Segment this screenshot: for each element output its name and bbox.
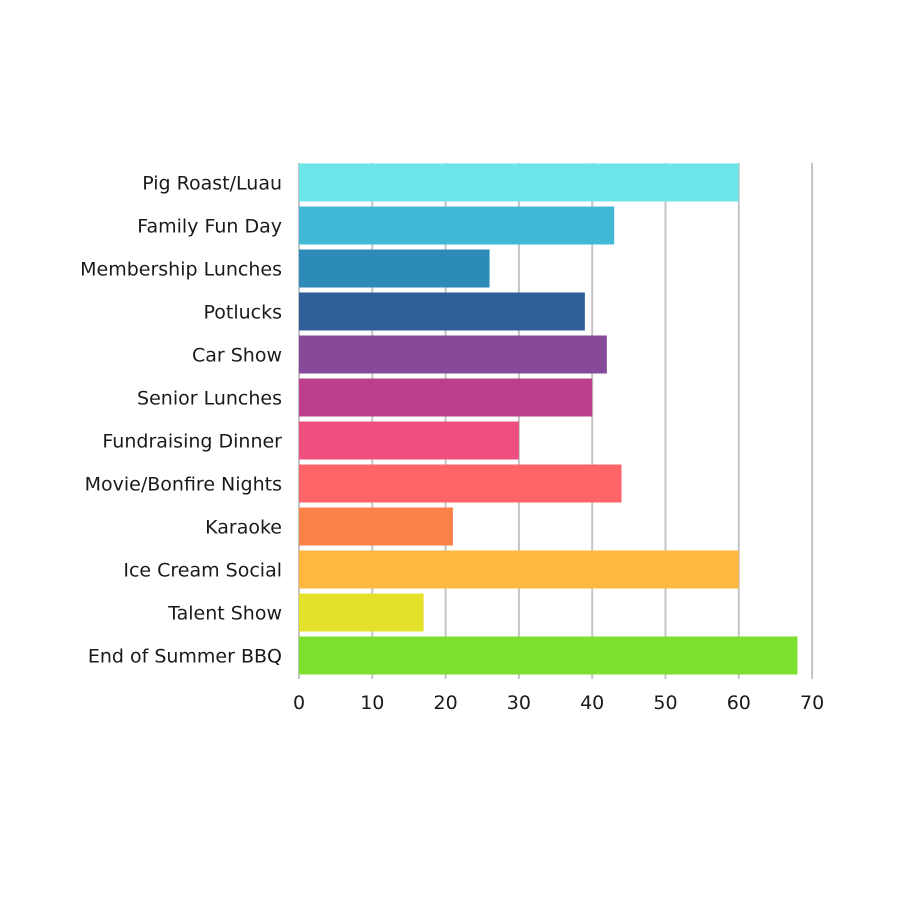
- category-label: Movie/Bonfire Nights: [85, 474, 282, 496]
- category-label: Pig Roast/Luau: [142, 173, 282, 195]
- category-label: Family Fun Day: [137, 216, 282, 238]
- x-tick-label: 20: [434, 692, 458, 714]
- x-tick-label: 60: [727, 692, 751, 714]
- x-tick-label: 10: [360, 692, 384, 714]
- bar: [299, 550, 739, 589]
- x-tick-label: 40: [580, 692, 604, 714]
- gridlines: [298, 163, 814, 679]
- category-label: Car Show: [192, 345, 282, 367]
- bar: [299, 378, 593, 417]
- x-tick-label: 50: [653, 692, 677, 714]
- category-label: Karaoke: [205, 517, 282, 539]
- bar: [299, 593, 424, 632]
- x-tick-labels: 0 10 20 30 40 50 60 70: [293, 692, 824, 714]
- x-tick-label: 30: [507, 692, 531, 714]
- category-label: Senior Lunches: [137, 388, 282, 410]
- category-label: Potlucks: [203, 302, 282, 324]
- bars: [299, 163, 798, 675]
- bar: [299, 163, 739, 202]
- category-labels: Pig Roast/Luau Family Fun Day Membership L…: [80, 173, 282, 668]
- category-label: End of Summer BBQ: [88, 646, 282, 668]
- bar: [299, 421, 519, 460]
- category-label: Ice Cream Social: [123, 560, 282, 582]
- bar: [299, 249, 490, 288]
- category-label: Membership Lunches: [80, 259, 282, 281]
- bar: [299, 206, 615, 245]
- bar: [299, 335, 607, 374]
- bar: [299, 292, 585, 331]
- x-tick-label: 70: [800, 692, 824, 714]
- bar: [299, 464, 622, 503]
- x-tick-label: 0: [293, 692, 305, 714]
- category-label: Fundraising Dinner: [102, 431, 282, 453]
- category-label: Talent Show: [167, 603, 282, 625]
- bar: [299, 636, 798, 675]
- bar: [299, 507, 453, 546]
